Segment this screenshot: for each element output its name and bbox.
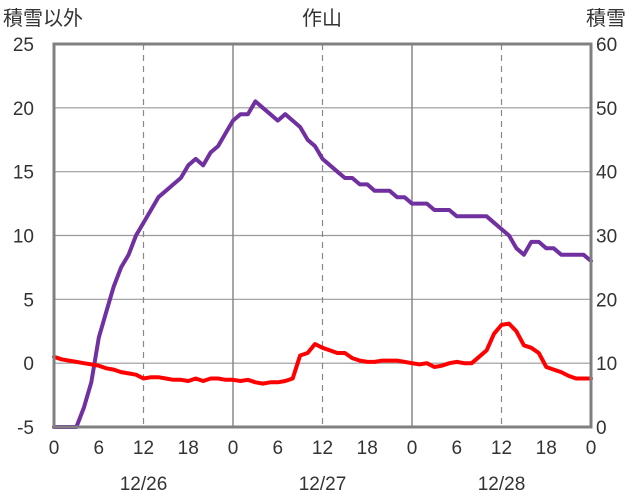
y-right-tick-label: 20 [596, 290, 617, 311]
x-date-label: 12/28 [478, 474, 526, 495]
x-date-label: 12/26 [120, 474, 168, 495]
series-line-2 [52, 321, 593, 386]
x-tick-label: 0 [407, 438, 418, 459]
y-right-tick-label: 60 [596, 35, 617, 56]
x-tick-label: 6 [451, 438, 462, 459]
y-left-tick-label: 0 [23, 354, 34, 375]
x-tick-label: 18 [536, 438, 557, 459]
x-tick-label: 18 [357, 438, 378, 459]
y-right-tick-label: 30 [596, 227, 617, 248]
x-tick-label: 0 [586, 438, 597, 459]
y-right-tick-label: 50 [596, 99, 617, 120]
series-line-1 [52, 99, 593, 429]
x-tick-label: 6 [272, 438, 283, 459]
x-tick-label: 0 [49, 438, 60, 459]
y-left-tick-label: 10 [13, 227, 34, 248]
y-left-tick-label: 15 [13, 163, 34, 184]
plot-frame [52, 42, 593, 429]
y-right-axis-label: 積雪 [586, 7, 626, 30]
y-left-tick-label: 25 [13, 35, 34, 56]
y-left-tick-label: 20 [13, 99, 34, 120]
y-right-tick-label: 40 [596, 163, 617, 184]
y-right-tick-label: 10 [596, 354, 617, 375]
x-tick-label: 12 [491, 438, 512, 459]
x-tick-label: 12 [133, 438, 154, 459]
x-date-label: 12/27 [299, 474, 347, 495]
y-left-tick-label: 5 [23, 290, 34, 311]
chart-title: 作山 [302, 7, 342, 30]
x-tick-label: 6 [93, 438, 104, 459]
y-right-tick-label: 0 [596, 418, 607, 439]
x-tick-label: 12 [312, 438, 333, 459]
x-tick-label: 18 [178, 438, 199, 459]
x-tick-label: 0 [228, 438, 239, 459]
y-left-axis-label: 積雪以外 [3, 7, 83, 30]
y-left-tick-label: -5 [17, 418, 34, 439]
